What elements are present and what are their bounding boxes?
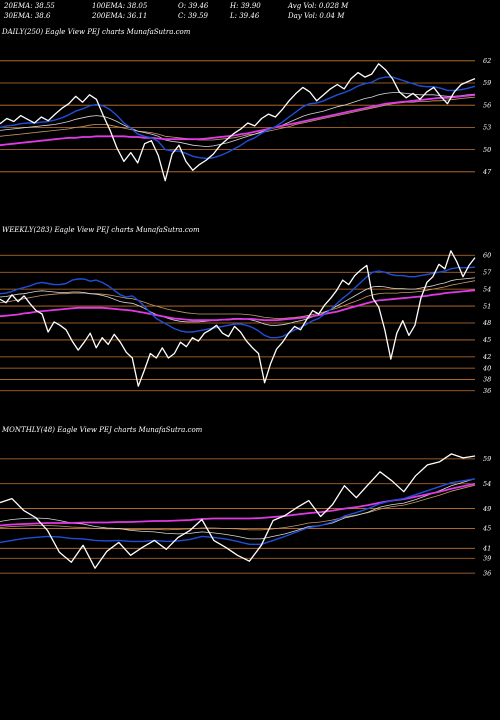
- y-tick-label: 40: [482, 364, 491, 372]
- y-tick-label: 50: [483, 146, 491, 154]
- stat-ema200: 200EMA: 36.11: [92, 12, 148, 20]
- monthly-ema-fast-line: [0, 478, 476, 546]
- y-tick-label: 39: [483, 554, 491, 562]
- y-tick-label: 59: [483, 455, 491, 463]
- y-tick-label: 54: [483, 480, 491, 488]
- weekly-ema-fast-line: [0, 266, 476, 339]
- stat-close: C: 39.59: [178, 12, 208, 20]
- y-tick-label: 48: [482, 319, 491, 327]
- y-tick-label: 42: [482, 353, 491, 361]
- daily-chart: 62 59 56 53 50 47: [0, 57, 492, 182]
- y-tick-label: 56: [483, 101, 491, 109]
- y-tick-label: 62: [483, 57, 491, 65]
- daily-grid: [0, 60, 475, 173]
- daily-ema-fast-line: [0, 76, 476, 160]
- y-tick-label: 49: [482, 505, 491, 513]
- daily-ema-mid-line: [0, 92, 476, 147]
- monthly-ema-mid-line: [0, 478, 476, 540]
- weekly-chart: 60 57 54 51 48 45 42 40 38 36: [0, 250, 492, 395]
- daily-y-axis: 62 59 56 53 50 47: [482, 57, 492, 176]
- stat-open: O: 39.46: [178, 2, 209, 10]
- stats-header: 20EMA: 38.55 100EMA: 38.05 O: 39.46 H: 3…: [2, 2, 498, 24]
- stat-avg-vol: Avg Vol: 0.028 M: [288, 2, 349, 10]
- y-tick-label: 36: [483, 387, 491, 395]
- y-tick-label: 47: [482, 168, 492, 176]
- daily-ema-tan-line: [0, 96, 476, 141]
- y-tick-label: 45: [482, 336, 491, 344]
- daily-price-line: [0, 63, 476, 182]
- daily-ema-long-line: [0, 93, 476, 147]
- stat-high: H: 39.90: [230, 2, 261, 10]
- weekly-price-line: [0, 250, 476, 387]
- y-tick-label: 41: [482, 545, 491, 553]
- weekly-ema-long-line: [0, 289, 476, 322]
- weekly-ema-tan-line: [0, 280, 476, 319]
- daily-chart-title: DAILY(250) Eagle View PEJ charts MunafaS…: [2, 28, 191, 36]
- stat-day-vol: Day Vol: 0.04 M: [288, 12, 345, 20]
- weekly-y-axis: 60 57 54 51 48 45 42 40 38 36: [482, 251, 492, 394]
- y-tick-label: 36: [483, 569, 491, 577]
- monthly-ema-tan-line: [0, 484, 476, 531]
- y-tick-label: 38: [483, 376, 491, 384]
- monthly-chart-title: MONTHLY(48) Eagle View PEJ charts Munafa…: [2, 426, 203, 434]
- weekly-chart-title: WEEKLY(283) Eagle View PEJ charts Munafa…: [2, 226, 200, 234]
- y-tick-label: 53: [483, 124, 491, 132]
- monthly-ema-long-line: [0, 482, 476, 527]
- stat-ema20: 20EMA: 38.55: [4, 2, 55, 10]
- stat-low: L: 39.46: [230, 12, 260, 20]
- y-tick-label: 59: [483, 79, 491, 87]
- monthly-price-line: [0, 453, 476, 569]
- stat-ema100: 100EMA: 38.05: [92, 2, 148, 10]
- y-tick-label: 60: [483, 251, 491, 259]
- y-tick-label: 57: [483, 268, 492, 276]
- y-tick-label: 51: [483, 302, 491, 310]
- y-tick-label: 45: [482, 525, 491, 533]
- stat-ema30: 30EMA: 38.6: [4, 12, 51, 20]
- y-tick-label: 54: [483, 285, 491, 293]
